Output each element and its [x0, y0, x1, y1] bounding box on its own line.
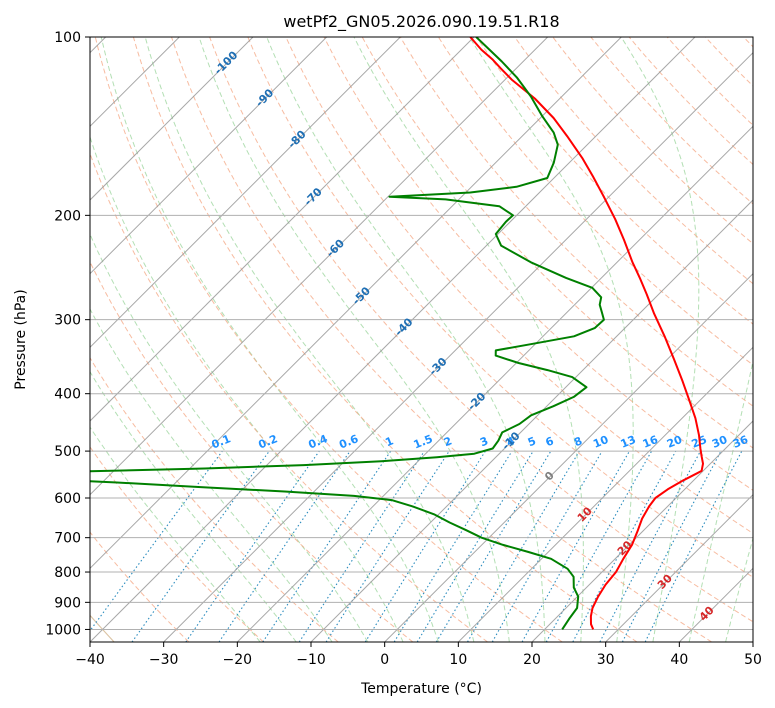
- moist-adiabat-line: [725, 536, 753, 642]
- pressure-gridlines: [90, 37, 753, 630]
- isotherm-line: [605, 493, 753, 642]
- x-tick-label: −10: [296, 652, 326, 668]
- x-tick-label: 50: [744, 652, 762, 668]
- isotherm-line: [90, 37, 696, 642]
- dry-adiabat-line: [90, 260, 414, 642]
- isotherm-line: [90, 37, 254, 201]
- isotherm-line: [90, 37, 622, 570]
- sounding-profiles: [90, 37, 704, 630]
- plot-frame: [89, 36, 754, 643]
- mixing-ratio-line: [325, 450, 450, 642]
- dry-adiabat-line: [90, 356, 339, 642]
- mixing-ratio-line: [185, 450, 320, 642]
- y-tick-label: 1000: [45, 622, 81, 638]
- dewpoint-profile-line: [90, 37, 605, 630]
- mixing-ratio-label: 36: [731, 433, 750, 451]
- mixing-ratio-label: 13: [619, 433, 638, 451]
- mixing-ratio-line: [572, 450, 677, 642]
- y-tick-label: 100: [54, 30, 81, 46]
- mixing-ratio-line: [393, 450, 513, 642]
- mixing-ratio-line: [435, 450, 552, 642]
- y-tick-label: 800: [54, 565, 81, 581]
- y-tick-label: 200: [54, 208, 81, 224]
- mixing-ratio-label: 1: [383, 434, 395, 449]
- x-tick-label: −40: [75, 652, 105, 668]
- dry-adiabat-line: [437, 37, 753, 366]
- moist-adiabat-line: [266, 37, 546, 642]
- x-tick-label: −30: [149, 652, 179, 668]
- isotherm-line: [90, 37, 475, 422]
- isotherm-line: [384, 272, 753, 642]
- isotherm-line: [163, 51, 753, 642]
- mixing-ratio-line: [416, 450, 534, 642]
- isotherm-line: [457, 346, 753, 642]
- temperature-profile-line: [469, 37, 704, 630]
- dry-adiabat-line: [94, 37, 563, 642]
- mixing-ratio-label: 8: [572, 434, 584, 449]
- moist-adiabat-line: [353, 37, 584, 642]
- moist-adiabat-line: [198, 37, 510, 642]
- x-axis-label: Temperature (°C): [360, 681, 482, 697]
- moist-adiabat-line: [688, 358, 753, 642]
- mixing-ratio-line: [218, 450, 351, 642]
- mixing-ratio-line: [131, 450, 270, 642]
- x-tick-label: 30: [597, 652, 615, 668]
- moist-adiabats: [90, 37, 753, 642]
- mixing-ratio-line: [491, 450, 603, 642]
- dry-adiabat-line: [247, 37, 753, 578]
- x-tick-label: 40: [670, 652, 688, 668]
- moist-adiabat-line: [620, 37, 700, 642]
- mixing-ratio-line: [467, 450, 580, 642]
- mixing-ratio-label: 10: [591, 433, 610, 451]
- mixing-ratio-label: 5: [526, 434, 538, 449]
- dry-adiabat-line: [590, 37, 753, 205]
- dry-adiabat-line: [476, 37, 753, 325]
- isotherm-line: [90, 37, 401, 349]
- x-tick-label: 10: [449, 652, 467, 668]
- moist-adiabat-line: [100, 37, 439, 642]
- y-tick-label: 500: [54, 444, 81, 460]
- y-tick-label: 300: [54, 313, 81, 329]
- x-tick-label: 20: [523, 652, 541, 668]
- moist-adiabat-line: [90, 232, 369, 642]
- mixing-ratio-label: 20: [665, 433, 684, 451]
- mixing-ratio-label: 3: [478, 434, 490, 449]
- isotherm-line: [90, 37, 549, 496]
- mixing-ratio-line: [521, 450, 630, 642]
- dry-adiabat-line: [285, 37, 753, 535]
- dry-adiabat-line: [209, 37, 753, 623]
- isotherms: [90, 37, 753, 642]
- dry-adiabat-line: [171, 37, 712, 642]
- y-tick-label: 900: [54, 595, 81, 611]
- y-axis-ticks: 1000 900 800 700 600 500 400 300 200 100: [45, 30, 90, 638]
- y-tick-label: 400: [54, 387, 81, 403]
- y-tick-label: 600: [54, 491, 81, 507]
- mixing-ratio-label: 16: [641, 433, 660, 451]
- y-tick-label: 700: [54, 531, 81, 547]
- moist-adiabat-line: [90, 308, 333, 642]
- x-axis-ticks: −40 −30 −20 −10 0 10 20 30 40 50: [75, 642, 762, 668]
- dry-adiabat-line: [90, 531, 190, 642]
- dry-adiabat-line: [552, 37, 753, 245]
- x-tick-label: −20: [223, 652, 253, 668]
- mixing-ratio-line: [90, 450, 223, 632]
- mixing-ratio-label: 30: [710, 433, 729, 451]
- isotherm-line: [236, 125, 753, 642]
- isotherm-line: [310, 199, 753, 642]
- y-axis-label: Pressure (hPa): [13, 289, 29, 389]
- plot-area: 0.1 0.2 0.4 0.6 1 1.5 2 3 4 5 6 8 10 13 16 20 25 30 36-100…: [90, 37, 753, 642]
- moist-adiabat-line: [144, 37, 475, 642]
- mixing-ratio-label: 2: [442, 434, 454, 449]
- moist-adiabat-line: [90, 135, 404, 642]
- isotherm-line: [90, 37, 328, 275]
- x-tick-label: 0: [380, 652, 389, 668]
- dry-adiabat-line: [132, 37, 638, 642]
- moist-adiabat-line: [90, 426, 261, 642]
- chart-title: wetPf2_GN05.2026.090.19.51.R18: [283, 12, 559, 32]
- mixing-ratio-line: [364, 450, 486, 642]
